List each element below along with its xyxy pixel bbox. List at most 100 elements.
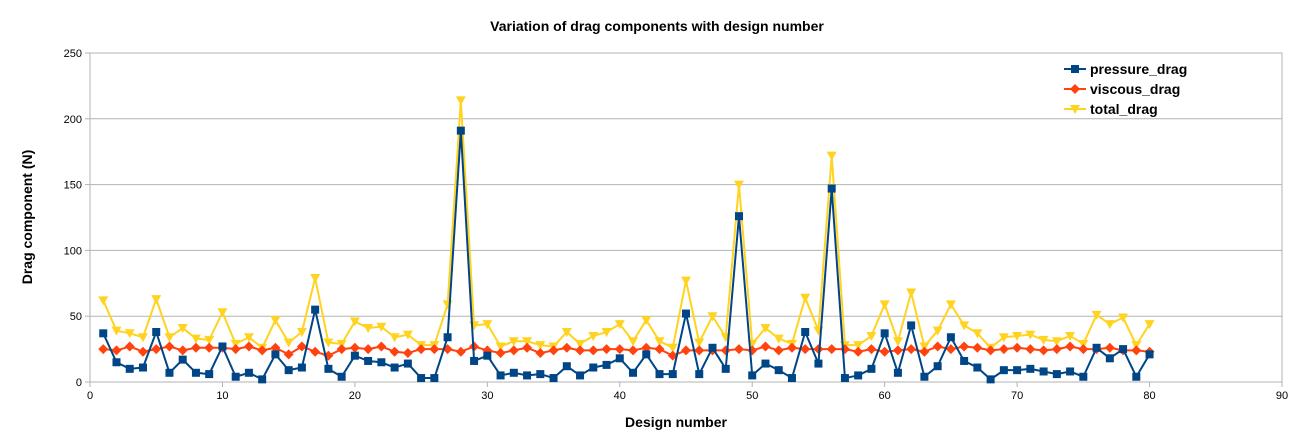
data-point <box>111 345 122 356</box>
data-point <box>152 327 161 336</box>
data-point <box>602 360 611 369</box>
data-point <box>628 337 639 347</box>
data-point <box>1119 345 1128 354</box>
data-point <box>959 321 970 331</box>
data-point <box>985 345 996 356</box>
data-point <box>376 341 387 352</box>
data-point <box>455 346 466 357</box>
data-point <box>694 338 705 348</box>
data-point <box>99 329 108 338</box>
data-point <box>1144 320 1155 330</box>
data-point <box>615 354 624 363</box>
data-point <box>403 359 412 368</box>
data-point <box>588 331 599 341</box>
data-point <box>588 345 599 356</box>
y-axis-label: Drag component (N) <box>19 150 35 285</box>
x-tick-label: 50 <box>746 390 758 402</box>
legend-label: pressure_drag <box>1090 61 1187 77</box>
y-tick-label: 100 <box>64 245 82 257</box>
plot-frame <box>89 52 1283 383</box>
data-point <box>733 344 744 355</box>
data-point <box>164 341 175 352</box>
data-point <box>695 370 704 379</box>
data-point <box>576 371 585 380</box>
data-point <box>655 370 664 379</box>
x-axis-label: Design number <box>625 414 727 430</box>
data-point <box>641 316 652 326</box>
legend-item: pressure_drag <box>1064 61 1187 77</box>
data-point <box>284 366 293 375</box>
data-point <box>774 366 783 375</box>
data-point <box>919 346 930 357</box>
data-point <box>137 346 148 357</box>
data-point <box>747 345 758 356</box>
data-point <box>707 312 718 322</box>
data-point <box>98 344 109 355</box>
data-point <box>244 368 253 377</box>
data-point <box>522 337 533 347</box>
data-point <box>350 351 359 360</box>
data-point <box>667 343 678 353</box>
data-point <box>204 335 215 345</box>
data-point <box>283 338 294 348</box>
data-point <box>1038 345 1049 356</box>
data-point <box>535 341 546 351</box>
data-point <box>682 309 690 318</box>
data-point <box>297 363 306 372</box>
series-pressure-drag <box>99 126 1154 384</box>
data-point <box>443 333 452 342</box>
data-point <box>164 333 175 343</box>
data-point <box>1078 344 1089 355</box>
data-point <box>813 344 824 355</box>
data-point <box>377 358 386 367</box>
data-point <box>1104 342 1115 353</box>
data-point <box>402 348 413 359</box>
data-point <box>998 333 1009 343</box>
data-point <box>1091 310 1102 320</box>
data-point <box>972 329 983 339</box>
data-point <box>932 326 943 336</box>
series-total-drag <box>98 96 1155 353</box>
data-point <box>708 343 717 352</box>
data-point <box>389 333 400 343</box>
data-point <box>826 151 837 161</box>
data-point <box>575 339 586 349</box>
data-point <box>668 370 677 379</box>
data-point <box>1079 372 1088 381</box>
data-point <box>151 295 162 305</box>
legend-marker <box>1070 105 1080 114</box>
data-point <box>138 363 147 372</box>
data-point <box>177 345 188 356</box>
data-point <box>495 342 506 352</box>
data-point <box>879 300 890 310</box>
x-tick-label: 20 <box>349 390 361 402</box>
data-point <box>1118 313 1129 323</box>
data-point <box>932 341 943 352</box>
data-point <box>218 342 227 351</box>
data-point <box>1131 345 1142 356</box>
data-point <box>654 344 665 355</box>
data-point <box>1051 337 1062 347</box>
data-point <box>892 337 903 347</box>
y-tick-label: 50 <box>70 311 82 323</box>
data-point <box>324 364 333 373</box>
data-point <box>389 346 400 357</box>
data-point <box>1145 350 1154 359</box>
data-point <box>470 356 479 365</box>
data-point <box>721 364 730 373</box>
data-point <box>402 330 413 340</box>
series-viscous-drag <box>98 341 1155 361</box>
data-point <box>945 300 956 310</box>
data-point <box>336 344 347 355</box>
data-point <box>124 341 135 352</box>
data-point <box>482 320 493 330</box>
data-point <box>1012 342 1023 353</box>
data-point <box>629 368 638 377</box>
data-point <box>827 184 836 193</box>
legend-label: viscous_drag <box>1090 81 1180 97</box>
data-point <box>508 345 519 356</box>
data-point <box>907 321 916 330</box>
data-point <box>1066 367 1075 376</box>
data-point <box>243 333 254 343</box>
data-point <box>349 317 360 327</box>
